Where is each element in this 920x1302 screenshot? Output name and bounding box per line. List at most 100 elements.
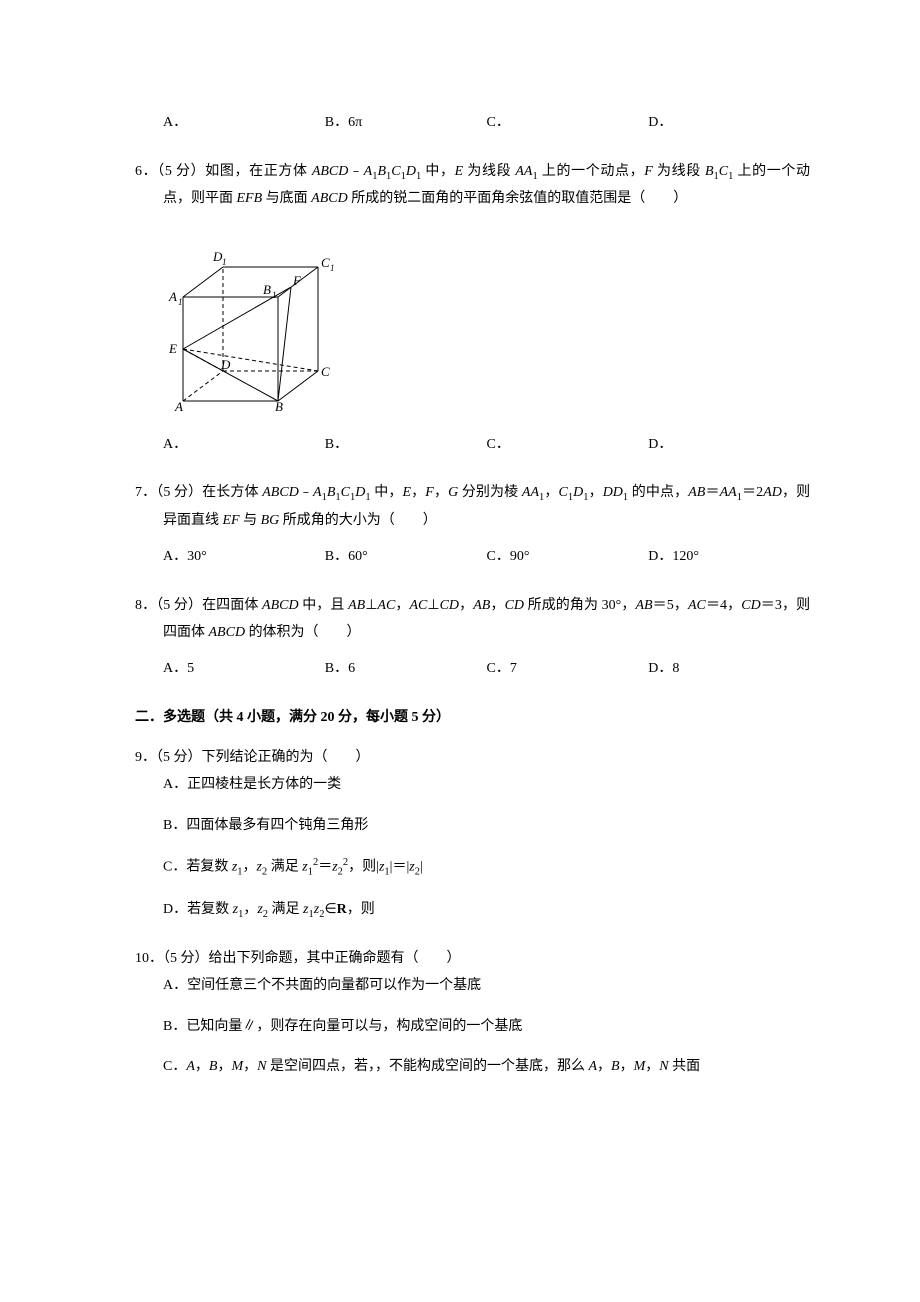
question-5-choices: A． B．6π C． D．	[135, 110, 810, 137]
q10c-t0: C．	[163, 1059, 186, 1074]
q7-t2: 中，	[371, 485, 403, 500]
svg-text:B: B	[263, 282, 271, 297]
svg-text:A: A	[168, 289, 177, 304]
question-10: 10．（5 分）给出下列命题，其中正确命题有（ ） A．空间任意三个不共面的向量…	[135, 946, 810, 1080]
q10c-c1: ，	[195, 1059, 209, 1074]
question-9: 9．（5 分）下列结论正确的为（ ） A．正四棱柱是长方体的一类 B．四面体最多…	[135, 745, 810, 924]
q10c-c5: ，	[620, 1059, 634, 1074]
svg-text:D: D	[220, 357, 231, 372]
q8-stem: 8．（5 分）在四面体 ABCD 中，且 AB⊥AC，AC⊥CD，AB，CD 所…	[135, 593, 810, 646]
q8-choice-d: D．8	[648, 656, 810, 683]
svg-text:A: A	[174, 399, 183, 411]
q7-t8: 的中点，	[628, 485, 688, 500]
q6-choice-c: C．	[487, 432, 649, 459]
q6-t5: 为线段	[653, 164, 705, 179]
q9c-t4: ＝	[318, 860, 332, 875]
q9d-t4: ∈	[324, 902, 336, 917]
q5-choice-c: C．	[487, 110, 649, 137]
q7-stem: 7．（5 分）在长方体 ABCD﹣A1B1C1D1 中，E，F，G 分别为棱 A…	[135, 480, 810, 534]
q10c-c2: ，	[217, 1059, 231, 1074]
q8-t10: ＝4，	[706, 598, 741, 613]
q9d-t1: D．若复数	[163, 902, 233, 917]
q8-t3: ⊥	[365, 598, 377, 613]
q9d-t2: ，	[243, 902, 257, 917]
q9d-R: R	[337, 902, 347, 917]
q5-choice-a: A．	[163, 110, 325, 137]
q6-t7: 与底面	[262, 191, 311, 206]
q9c-t3: 满足	[267, 860, 302, 875]
q9d-t5: ，则	[347, 902, 375, 917]
svg-text:1: 1	[330, 263, 335, 273]
q9c-t5: ，则|	[348, 860, 379, 875]
q8-choice-row: A．5 B．6 C．7 D．8	[135, 656, 810, 683]
q8-t5: ⊥	[427, 598, 439, 613]
q8-t12: 的体积为（ ）	[245, 625, 361, 640]
q6-t1: 6．（5 分）如图，在正方体	[135, 164, 312, 179]
q8-t7: ，	[490, 598, 504, 613]
q7-t5: 分别为棱	[458, 485, 522, 500]
q10c-t2: 共面	[669, 1059, 701, 1074]
question-6: 6．（5 分）如图，在正方体 ABCD﹣A1B1C1D1 中，E 为线段 AA1…	[135, 159, 810, 459]
q8-t9: ＝5，	[653, 598, 688, 613]
q7-t13: 所成角的大小为（ ）	[279, 513, 437, 528]
q5-choice-d: D．	[648, 110, 810, 137]
svg-text:1: 1	[272, 290, 277, 300]
q6-choice-d: D．	[648, 432, 810, 459]
svg-text:1: 1	[222, 257, 227, 267]
q7-t3: ，	[411, 485, 425, 500]
svg-text:E: E	[168, 341, 177, 356]
q7-t1: 7．（5 分）在长方体	[135, 485, 262, 500]
q8-choice-a: A．5	[163, 656, 325, 683]
q9c-t1: C．若复数	[163, 860, 232, 875]
svg-text:C: C	[321, 255, 330, 270]
q6-t3: 为线段	[463, 164, 515, 179]
q10c-t1: 是空间四点，若，，不能构成空间的一个基底，那么	[266, 1059, 588, 1074]
q7-t12: 与	[240, 513, 261, 528]
q7-choice-row: A．30° B．60° C．90° D．120°	[135, 544, 810, 571]
q9-opt-b: B．四面体最多有四个钝角三角形	[135, 813, 810, 840]
q8-t6: ，	[459, 598, 473, 613]
q5-choice-b: B．6π	[325, 110, 487, 137]
q6-choice-row: A． B． C． D．	[135, 432, 810, 459]
q6-choice-b: B．	[325, 432, 487, 459]
q8-t4: ，	[395, 598, 409, 613]
q7-choice-d: D．120°	[648, 544, 810, 571]
q7-t10: ＝2	[742, 485, 763, 500]
q7-choice-a: A．30°	[163, 544, 325, 571]
q10c-c4: ，	[597, 1059, 611, 1074]
q9c-t6: |＝|	[390, 860, 410, 875]
q9c-t2: ，	[243, 860, 257, 875]
q9-opt-d: D．若复数 z1，z2 满足 z1z2∈R，则	[135, 897, 810, 925]
q8-t8: 所成的角为 30°，	[524, 598, 635, 613]
q10-opt-c: C．A，B，M，N 是空间四点，若，，不能构成空间的一个基底，那么 A，B，M，…	[135, 1054, 810, 1081]
q9-stem: 9．（5 分）下列结论正确的为（ ）	[135, 745, 810, 772]
q10-opt-b: B．已知向量∥，则存在向量可以与，构成空间的一个基底	[135, 1014, 810, 1041]
svg-text:B: B	[275, 399, 283, 411]
svg-text:1: 1	[178, 297, 183, 307]
q7-t6: ，	[544, 485, 558, 500]
q7-t7: ，	[588, 485, 602, 500]
q8-choice-c: C．7	[487, 656, 649, 683]
q7-choice-c: C．90°	[487, 544, 649, 571]
q10-stem: 10．（5 分）给出下列命题，其中正确命题有（ ）	[135, 946, 810, 973]
q10c-c3: ，	[243, 1059, 257, 1074]
q6-t4: 上的一个动点，	[538, 164, 645, 179]
q7-t9: ＝	[705, 485, 719, 500]
q7-choice-b: B．60°	[325, 544, 487, 571]
q6-stem: 6．（5 分）如图，在正方体 ABCD﹣A1B1C1D1 中，E 为线段 AA1…	[135, 159, 810, 213]
section-2-heading: 二．多选题（共 4 小题，满分 20 分，每小题 5 分）	[135, 705, 810, 732]
q8-t1: 8．（5 分）在四面体	[135, 598, 262, 613]
q10c-c6: ，	[645, 1059, 659, 1074]
q6-choice-a: A．	[163, 432, 325, 459]
question-7: 7．（5 分）在长方体 ABCD﹣A1B1C1D1 中，E，F，G 分别为棱 A…	[135, 480, 810, 571]
cube-diagram: A B C D A1 B1 C1 D1 E F	[163, 231, 343, 411]
q6-figure: A B C D A1 B1 C1 D1 E F	[163, 231, 810, 422]
q6-t8: 所成的锐二面角的平面角余弦值的取值范围是（ ）	[348, 191, 688, 206]
svg-text:F: F	[292, 273, 302, 288]
svg-text:C: C	[321, 364, 330, 379]
q7-t4: ，	[434, 485, 448, 500]
question-8: 8．（5 分）在四面体 ABCD 中，且 AB⊥AC，AC⊥CD，AB，CD 所…	[135, 593, 810, 683]
q9c-t7: |	[420, 860, 423, 875]
q9-opt-a: A．正四棱柱是长方体的一类	[135, 772, 810, 799]
q8-t2: 中，且	[299, 598, 348, 613]
